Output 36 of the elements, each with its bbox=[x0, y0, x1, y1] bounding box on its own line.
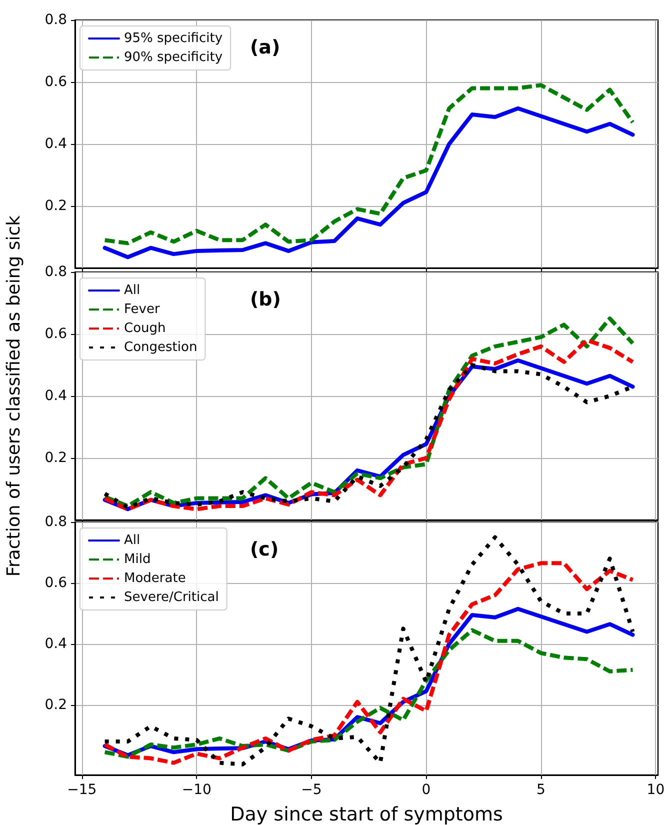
legend-label: 95% specificity bbox=[124, 31, 223, 46]
legend-label: Fever bbox=[124, 302, 160, 317]
y-tick-label: 0.4 bbox=[44, 136, 68, 152]
y-tick-label: 0.2 bbox=[44, 696, 67, 713]
y-tick-label: 0.6 bbox=[44, 74, 68, 90]
annotation: (b) bbox=[250, 288, 281, 310]
y-tick-label: 0.8 bbox=[44, 12, 67, 28]
y-tick-label: 0.4 bbox=[44, 636, 68, 652]
line-series bbox=[102, 628, 635, 759]
legend-label: All bbox=[124, 283, 140, 298]
legend-label: Cough bbox=[124, 321, 166, 336]
y-axis-title: Fraction of users classified as being sick bbox=[4, 214, 24, 577]
x-tick-label: 0 bbox=[422, 782, 431, 798]
annotation: (c) bbox=[250, 538, 279, 560]
annotation: (a) bbox=[250, 36, 280, 58]
x-axis-title: Day since start of symptoms bbox=[230, 804, 503, 825]
x-tick-label: 5 bbox=[536, 782, 546, 798]
x-tick-label: −5 bbox=[301, 782, 322, 798]
y-tick-label: 0.2 bbox=[44, 198, 67, 214]
x-tick-label: 10 bbox=[646, 782, 665, 798]
y-tick-label: 0.2 bbox=[44, 450, 67, 466]
y-tick-label: 0.8 bbox=[44, 514, 67, 530]
legend-label: Moderate bbox=[124, 571, 186, 586]
x-tick-label: −10 bbox=[182, 782, 212, 798]
y-tick-label: 0.6 bbox=[44, 326, 68, 342]
legend-label: Congestion bbox=[124, 340, 198, 355]
line-series bbox=[102, 83, 635, 246]
y-tick-label: 0.4 bbox=[44, 388, 68, 404]
y-tick-label: 0.6 bbox=[44, 574, 68, 591]
legend-label: 90% specificity bbox=[124, 50, 223, 65]
legend-label: All bbox=[124, 533, 140, 548]
legend-label: Severe/Critical bbox=[124, 590, 219, 605]
legend-label: Mild bbox=[124, 552, 151, 567]
y-tick-label: 0.8 bbox=[44, 264, 67, 280]
x-tick-label: −15 bbox=[67, 782, 97, 798]
line-series bbox=[102, 106, 635, 260]
